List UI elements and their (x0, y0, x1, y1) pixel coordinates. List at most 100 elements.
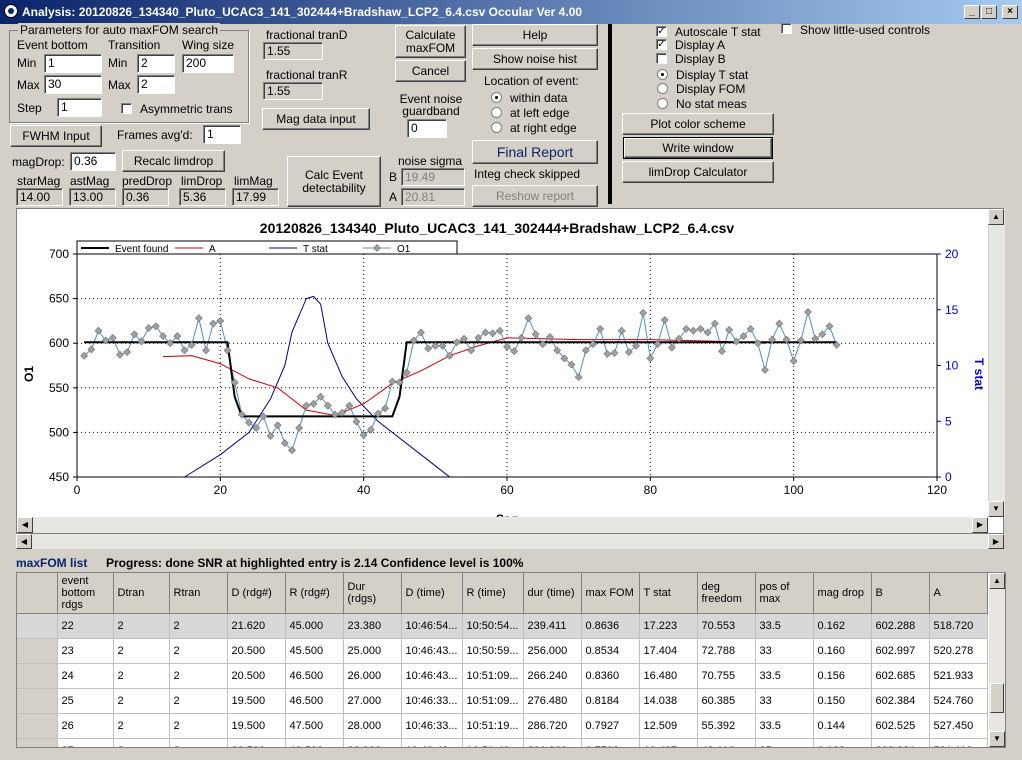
table-row[interactable]: 26 2 2 19.500 47.500 28.000 10:46:33... 10:51:1… (17, 713, 988, 739)
table-vscroll[interactable] (989, 573, 1005, 747)
loc-left-radio[interactable] (491, 107, 502, 118)
mag-data-input-button[interactable]: Mag data input (262, 108, 370, 130)
column-header[interactable]: mag drop (813, 573, 872, 614)
autoscale-checkbox[interactable]: ✓ (656, 26, 667, 37)
chart-scroll-right[interactable]: ▶ (972, 517, 988, 533)
no-stat-radio[interactable] (657, 98, 668, 109)
write-window-button[interactable]: Write window (623, 137, 773, 159)
chart-vscroll[interactable] (988, 209, 1005, 517)
display-a-checkbox[interactable]: ✓ (656, 39, 667, 50)
loc-within-radio[interactable] (491, 92, 502, 103)
tr-max-input[interactable]: 2 (137, 75, 175, 94)
loc-right-radio[interactable] (491, 122, 502, 133)
o1-point (653, 340, 662, 349)
chart-scroll-up[interactable]: ▲ (988, 209, 1004, 225)
table-row[interactable]: 24 2 2 20.500 46.500 26.000 10:46:43... 10:51:0… (17, 663, 988, 689)
display-t-radio[interactable] (657, 69, 668, 80)
column-header[interactable]: R (time) (462, 573, 524, 614)
table-cell: 45.000 (285, 613, 344, 639)
table-scroll-down[interactable]: ▼ (989, 731, 1005, 747)
eb-min-label: Min (17, 56, 37, 70)
display-fom-radio[interactable] (657, 83, 668, 94)
asymmetric-trans-checkbox[interactable] (121, 103, 132, 114)
table-scroll-thumb[interactable] (990, 683, 1004, 713)
column-header[interactable]: max FOM (581, 573, 640, 614)
o1-point (567, 360, 576, 369)
guardband-input[interactable]: 0 (407, 119, 447, 138)
cancel-button[interactable]: Cancel (395, 60, 466, 82)
table-cell: 24 (57, 663, 114, 689)
row-header-cell[interactable] (17, 713, 58, 739)
table-cell: 60.385 (697, 688, 756, 714)
chart-hscroll[interactable] (17, 517, 988, 533)
calc-event-detectability-button[interactable]: Calc Event detectability (287, 156, 381, 207)
magdrop-input[interactable]: 0.36 (70, 152, 116, 171)
chart-scroll-left[interactable]: ◀ (17, 517, 33, 533)
o1-point (725, 325, 734, 334)
column-header[interactable]: T stat (639, 573, 698, 614)
table-row[interactable]: 25 2 2 19.500 46.500 27.000 10:46:33... 10:51:0… (17, 688, 988, 714)
row-header-cell[interactable] (17, 663, 58, 689)
eb-step-input[interactable]: 1 (57, 98, 102, 117)
row-header-cell[interactable] (17, 613, 58, 639)
minimize-button[interactable]: _ (964, 5, 980, 19)
column-header[interactable]: A (929, 573, 988, 614)
y-tick-label: 450 (49, 470, 69, 484)
window-scroll-right[interactable]: ▶ (988, 534, 1004, 549)
final-report-button[interactable]: Final Report (472, 140, 598, 164)
plot-color-scheme-button[interactable]: Plot color scheme (622, 113, 774, 135)
table-cell: 276.480 (523, 688, 582, 714)
show-noise-hist-button[interactable]: Show noise hist (472, 48, 598, 70)
row-header-cell[interactable] (17, 688, 58, 714)
column-header[interactable]: dur (time) (523, 573, 582, 614)
help-button[interactable]: Help (472, 24, 598, 46)
maxfom-table[interactable]: event bottom rdgs Dtran Rtran D (rdg#) R (rd… (16, 572, 1006, 748)
column-header[interactable]: Dtran (113, 573, 170, 614)
o1-point (703, 328, 712, 337)
column-header[interactable]: Dur (rdgs) (343, 573, 402, 614)
reshow-report-button[interactable]: Reshow report (472, 185, 598, 207)
row-header-cell[interactable] (17, 638, 58, 664)
calculate-maxfom-button[interactable]: Calculate maxFOM (395, 25, 466, 58)
table-row[interactable]: 22 2 2 21.620 45.000 23.380 10:46:54... 10:50:5… (17, 613, 988, 639)
window-scroll-left[interactable]: ◀ (16, 534, 32, 549)
chart-scroll-down[interactable]: ▼ (988, 501, 1004, 517)
row-header-cell[interactable] (17, 738, 58, 747)
show-little-used-checkbox[interactable] (781, 23, 792, 34)
o1-point (280, 439, 289, 448)
column-header[interactable]: D (time) (401, 573, 463, 614)
table-row[interactable]: 23 2 2 20.500 45.500 25.000 10:46:43... 10:50:5… (17, 638, 988, 664)
close-button[interactable]: × (1002, 5, 1018, 19)
column-header[interactable]: B (871, 573, 930, 614)
o1-point (546, 333, 554, 341)
x-tick-label: 60 (500, 483, 514, 497)
column-header[interactable]: R (rdg#) (285, 573, 344, 614)
window-hscroll[interactable] (16, 534, 1004, 549)
maximize-button[interactable]: □ (981, 5, 997, 19)
wing-size-input[interactable]: 200 (182, 54, 234, 73)
column-header[interactable]: event bottom rdgs (57, 573, 114, 614)
maxfom-grid: event bottom rdgs Dtran Rtran D (rdg#) R (rd… (17, 573, 988, 747)
table-cell: 286.720 (523, 713, 582, 739)
table-cell: 46.500 (285, 663, 344, 689)
tr-min-input[interactable]: 2 (137, 54, 175, 73)
table-scroll-up[interactable]: ▲ (989, 573, 1005, 589)
table-cell: 10.487 (639, 738, 698, 747)
column-header[interactable]: Rtran (169, 573, 228, 614)
frames-avgd-input[interactable]: 1 (203, 125, 241, 144)
window-title: Analysis: 20120826_134340_Pluto_UCAC3_14… (22, 5, 583, 19)
eb-max-input[interactable]: 30 (44, 75, 102, 94)
x-tick-label: 80 (644, 483, 658, 497)
table-row[interactable]: 272220.50049.50029.00010:46:43...10:51:4… (17, 738, 988, 747)
eb-min-input[interactable]: 1 (44, 54, 102, 73)
fwhm-input-button[interactable]: FWHM Input (10, 125, 102, 147)
o1-point (460, 334, 468, 343)
column-header[interactable]: D (rdg#) (227, 573, 286, 614)
column-header[interactable]: deg freedom (697, 573, 756, 614)
recalc-limdrop-button[interactable]: Recalc limdrop (122, 150, 225, 172)
o1-point (531, 330, 540, 339)
limdrop-calculator-button[interactable]: limDrop Calculator (622, 161, 774, 183)
table-cell: 2 (169, 713, 228, 739)
column-header[interactable]: pos of max (755, 573, 814, 614)
display-b-checkbox[interactable] (656, 53, 667, 64)
